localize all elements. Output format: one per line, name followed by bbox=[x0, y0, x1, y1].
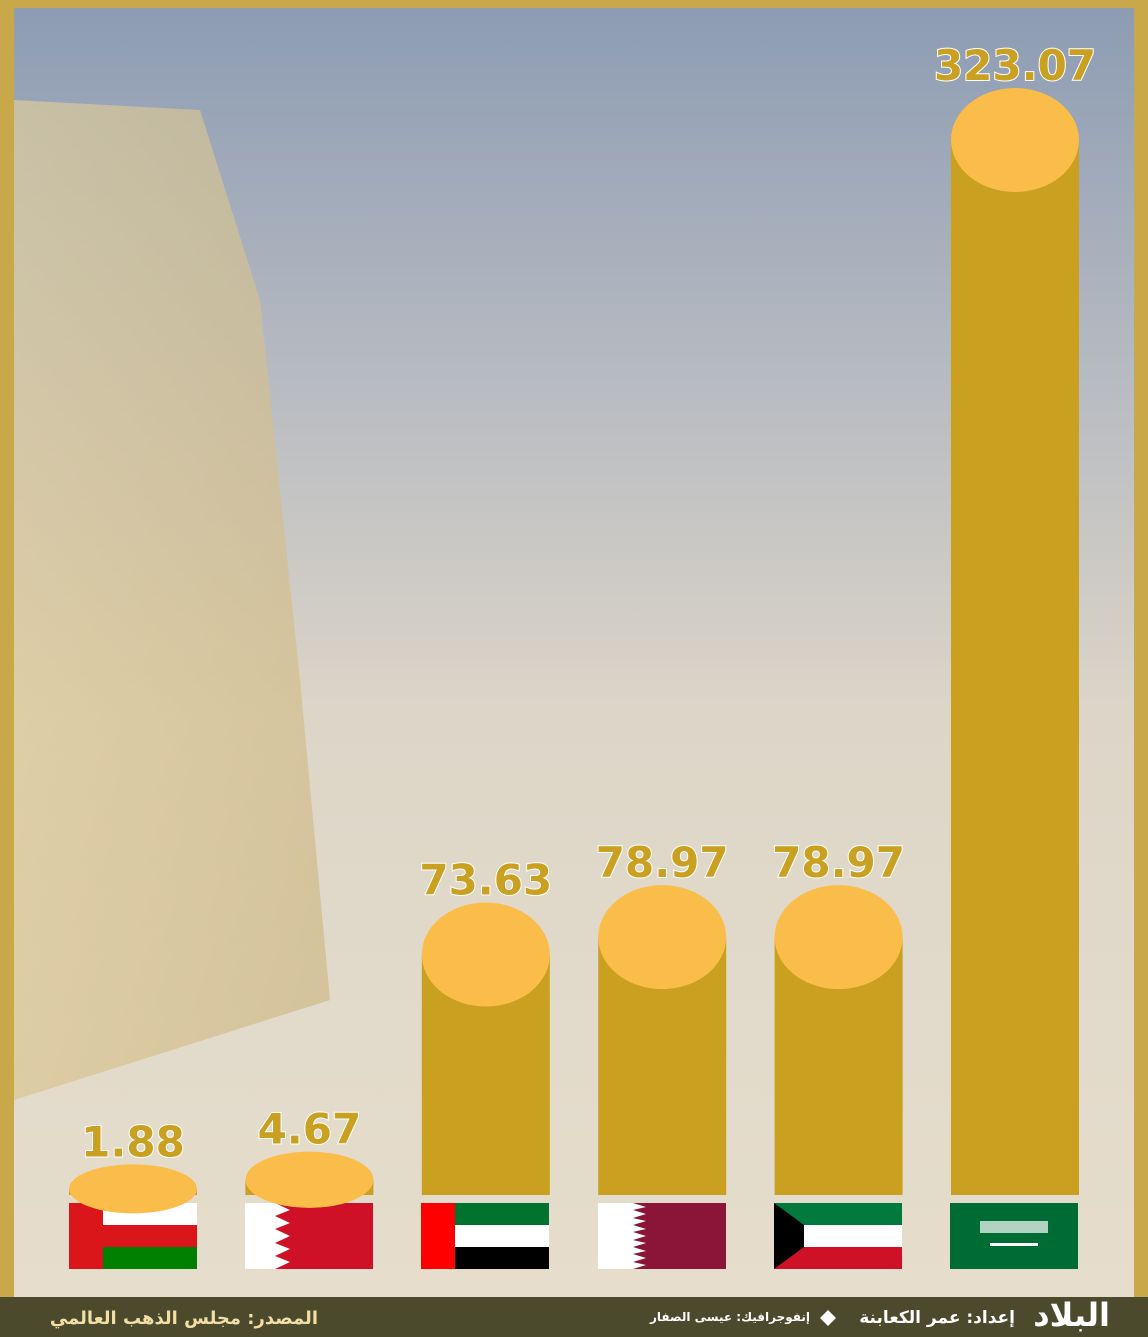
bar-top bbox=[69, 1164, 197, 1213]
value-label: 323.07 bbox=[934, 41, 1096, 90]
infographic-credit: إنفوجرافيك: عيسى الصفار bbox=[649, 1310, 810, 1325]
bar bbox=[951, 140, 1079, 1195]
flag-uae bbox=[421, 1203, 549, 1269]
value-label: 4.67 bbox=[258, 1105, 362, 1154]
page: البلاد إعداد: عمر الكعابنة إنفوجرافيك: ع… bbox=[0, 0, 1148, 1337]
flag-kuwait bbox=[774, 1203, 902, 1269]
value-label: 1.88 bbox=[81, 1117, 185, 1166]
flag-qatar bbox=[598, 1203, 726, 1269]
bar-top bbox=[598, 885, 726, 989]
value-label: 78.97 bbox=[772, 838, 905, 887]
source: المصدر: مجلس الذهب العالمي bbox=[50, 1308, 318, 1329]
flag-saudi bbox=[950, 1203, 1078, 1269]
value-label: 73.63 bbox=[419, 856, 552, 905]
logo: البلاد bbox=[1033, 1296, 1110, 1334]
chart: البلاد إعداد: عمر الكعابنة إنفوجرافيك: ع… bbox=[0, 0, 1148, 1337]
bar-top bbox=[775, 885, 903, 989]
bar-top bbox=[951, 88, 1079, 192]
prepared-by: إعداد: عمر الكعابنة bbox=[859, 1308, 1015, 1328]
bar-top bbox=[422, 903, 550, 1007]
value-label: 78.97 bbox=[596, 838, 729, 887]
bar-top bbox=[245, 1152, 373, 1208]
flag-bahrain bbox=[245, 1203, 373, 1269]
